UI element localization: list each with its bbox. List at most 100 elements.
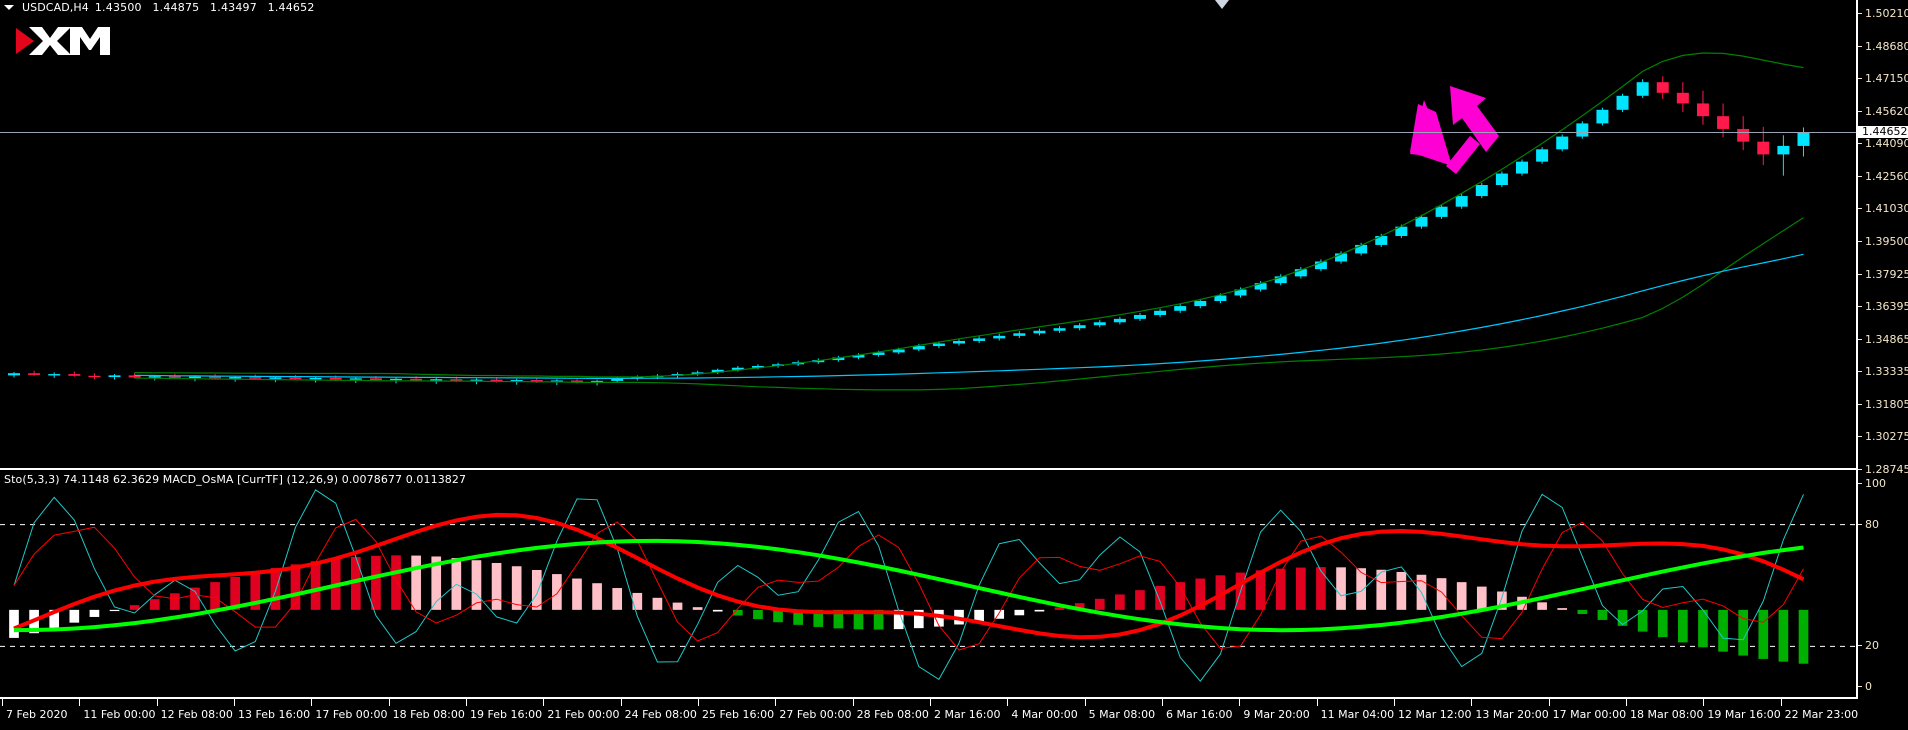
candle-body (168, 376, 181, 378)
ohlc-close: 1.44652 (267, 0, 315, 14)
time-tick-label: 24 Feb 08:00 (624, 708, 697, 721)
price-tick: 1.50210 (1858, 8, 1908, 20)
candle-body (1174, 306, 1187, 311)
macd-histogram-bar (1376, 569, 1387, 610)
candle-body (530, 380, 543, 382)
macd-histogram-bar (572, 578, 582, 610)
time-tick-separator (466, 699, 467, 706)
candle-body (832, 357, 845, 361)
candle-body (1234, 289, 1247, 296)
macd-histogram-bar (1698, 609, 1708, 648)
time-tick-label: 9 Mar 20:00 (1243, 708, 1310, 721)
candle-body (1717, 116, 1730, 129)
price-tick: 1.42560 (1858, 170, 1908, 183)
macd-histogram-bar (1014, 609, 1025, 616)
candle-body (1254, 283, 1267, 290)
price-tick: 1.31805 (1858, 398, 1908, 411)
price-tick: 1.39500 (1858, 235, 1908, 248)
candle-body (1475, 185, 1488, 197)
macd-histogram-bar (1778, 609, 1789, 662)
candle-body (1536, 149, 1549, 162)
time-tick-label: 19 Mar 16:00 (1707, 708, 1781, 721)
price-tick: 1.30275 (1858, 431, 1908, 443)
price-chart-svg (8, 52, 1810, 391)
time-tick-label: 2 Mar 16:00 (934, 708, 1001, 721)
time-axis[interactable]: 7 Feb 2020 11 Feb 00:00 12 Feb 08:00 13 Feb… (0, 699, 1908, 730)
candle-body (88, 375, 101, 378)
macd-histogram-bar (129, 605, 140, 610)
caret-down-icon[interactable] (4, 4, 14, 10)
candle-body (570, 380, 583, 383)
candle-body (209, 376, 222, 379)
time-tick-label: 19 Feb 16:00 (470, 708, 543, 721)
time-tick-label: 18 Feb 08:00 (392, 708, 465, 721)
indicator-tick: 0 (1858, 681, 1908, 693)
macd-histogram-bar (69, 609, 80, 623)
candle-body (1777, 145, 1790, 155)
price-tick: 1.48680 (1858, 40, 1908, 53)
candle-body (932, 343, 945, 347)
macd-histogram-bar (833, 609, 844, 629)
time-tick-label: 28 Feb 08:00 (856, 708, 929, 721)
time-tick-separator (1007, 699, 1009, 706)
macd-histogram-bar (230, 576, 241, 610)
macd-histogram-bar (1396, 571, 1407, 610)
time-tick-label: 11 Mar 04:00 (1320, 708, 1395, 721)
time-tick-label: 5 Mar 08:00 (1088, 708, 1156, 721)
candle-body (1013, 333, 1026, 336)
macd-histogram-bar (592, 583, 602, 610)
price-chart-pane[interactable] (0, 14, 1856, 470)
candle-body (1194, 301, 1207, 307)
macd-histogram-bar (1617, 609, 1628, 626)
candle-body (390, 378, 403, 381)
macd-histogram-bar (913, 609, 924, 629)
candle-body (993, 335, 1006, 339)
price-tick: 1.47150 (1858, 73, 1908, 85)
candle-body (1696, 103, 1709, 117)
macd-histogram-bar (1155, 586, 1165, 610)
price-tick: 1.34865 (1858, 333, 1908, 346)
time-tick-label: 22 Mar 23:00 (1784, 708, 1859, 721)
macd-histogram-bar (1175, 582, 1186, 610)
macd-histogram-bar (1557, 608, 1568, 610)
macd-histogram-bar (1476, 586, 1487, 610)
macd-histogram-bar (210, 582, 220, 610)
candle-body (128, 375, 141, 378)
macd-histogram-bar (974, 609, 984, 622)
time-tick-separator (1239, 699, 1241, 706)
bollinger-lower-band (134, 217, 1804, 391)
candle-body (751, 366, 764, 368)
macd-histogram-bar (753, 609, 763, 620)
candle-body (450, 379, 463, 381)
price-axis[interactable]: 1.50210 1.48680 1.47150 1.45620 1.44090 1.425… (1856, 0, 1908, 699)
time-tick-label: 13 Feb 16:00 (238, 708, 311, 721)
candle-body (1576, 123, 1589, 137)
candle-body (1375, 235, 1388, 245)
time-tick-label: 12 Mar 12:00 (1398, 708, 1472, 721)
macd-histogram-bar (1275, 568, 1286, 610)
current-price-label: 1.44652 (1856, 126, 1908, 139)
time-tick-label: 6 Mar 16:00 (1166, 708, 1233, 721)
time-tick-separator (930, 699, 931, 706)
macd-histogram-bar (692, 607, 703, 610)
candle-body (973, 338, 986, 341)
macd-histogram-bar (1336, 567, 1346, 610)
macd-histogram-bar (1738, 609, 1749, 656)
macd-histogram-bar (9, 609, 19, 638)
candle-body (1093, 322, 1106, 326)
ohlc-low: 1.43497 (210, 0, 257, 14)
candle-body (691, 372, 704, 375)
indicator-pane[interactable] (0, 472, 1856, 699)
macd-histogram-bar (149, 599, 160, 610)
time-tick-label: 27 Feb 00:00 (779, 708, 852, 721)
price-tick: 1.28745 (1858, 464, 1908, 476)
candle-body (1676, 92, 1689, 104)
macd-histogram-bar (531, 569, 542, 610)
time-tick-separator (2, 699, 3, 706)
time-tick-separator (698, 699, 699, 706)
macd-histogram-bar (1115, 594, 1125, 610)
macd-histogram-bar (1678, 609, 1688, 643)
moving-average-line (134, 253, 1804, 379)
time-tick-separator (1162, 699, 1163, 706)
macd-histogram-bar (250, 572, 261, 610)
